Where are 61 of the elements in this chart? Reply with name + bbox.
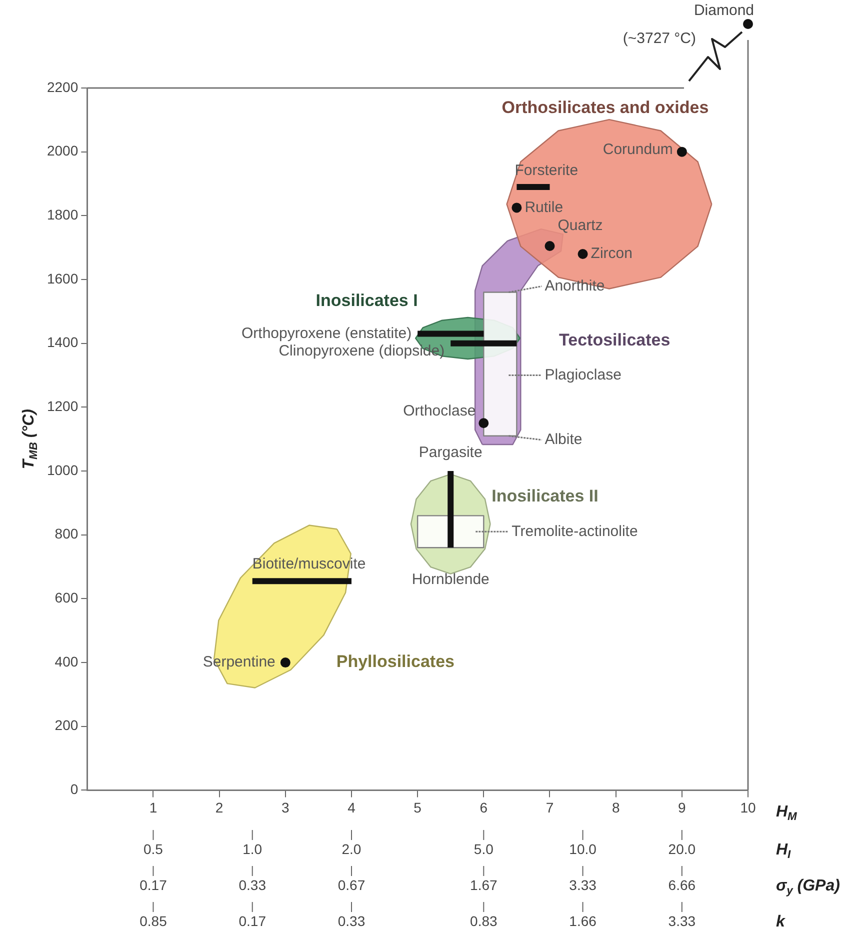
series-label: Inosilicates I — [316, 290, 418, 310]
y-tick-label: 1400 — [46, 334, 78, 350]
text: (~3727 °C) — [622, 30, 696, 48]
y-tick-label: 1000 — [46, 462, 78, 478]
x-tick-label: 9 — [678, 799, 686, 816]
series-label: Inosilicates II — [492, 486, 598, 506]
text: 0.67 — [338, 876, 366, 893]
y-tick-label: 600 — [54, 590, 78, 606]
text: 6.66 — [668, 876, 696, 893]
annotation: Rutile — [524, 198, 564, 216]
text: 10.0 — [569, 840, 597, 857]
text: 2.0 — [342, 840, 362, 857]
annotation: Quartz — [558, 217, 603, 234]
y-axis-title: TMB (°C) — [20, 408, 40, 470]
annotation: Plagioclase — [544, 366, 622, 384]
x-tick-label: 10 — [740, 799, 756, 816]
text: 0.17 — [238, 912, 266, 929]
x-tick-label: 6 — [480, 799, 488, 816]
y-tick-label: 1800 — [46, 206, 78, 223]
y-tick-label: 0 — [70, 781, 78, 798]
annotation: Corundum — [602, 140, 673, 158]
y-tick-label: 2200 — [46, 78, 78, 95]
text: 0.17 — [140, 876, 168, 893]
series-label: Phyllosilicates — [336, 652, 454, 672]
y-tick-label: 800 — [54, 526, 78, 542]
annotation: Forsterite — [514, 162, 578, 180]
text: 1.67 — [470, 876, 498, 893]
text: Tectosilicates — [559, 330, 670, 350]
y-tick-label: 200 — [54, 717, 78, 734]
x-tick-label: 8 — [612, 799, 620, 816]
x-tick-label: 3 — [282, 799, 290, 816]
text: 0.5 — [144, 840, 164, 857]
annotation: Orthopyroxene (enstatite) — [241, 324, 412, 342]
x-tick-label: 2 — [215, 799, 224, 816]
text: k — [776, 913, 786, 930]
annotation: Anorthite — [544, 277, 605, 294]
x-tick-label: 4 — [348, 799, 356, 816]
annotation: Tremolite-actinolite — [512, 522, 638, 540]
text: 3.33 — [569, 876, 597, 893]
text: 0.33 — [338, 912, 366, 929]
y-tick-label: 400 — [54, 653, 78, 670]
x-tick-label: 7 — [546, 799, 554, 816]
series-label: Orthosilicates and oxides — [502, 98, 709, 117]
text: 20.0 — [668, 840, 696, 857]
text: 5.0 — [474, 840, 494, 857]
text: 0.85 — [140, 912, 168, 929]
x-tick-label: 5 — [414, 799, 422, 816]
annotation: Albite — [544, 431, 582, 448]
text: 3.33 — [668, 912, 696, 929]
y-tick-label: 1600 — [46, 270, 78, 286]
annotation: Hornblende — [412, 570, 490, 588]
y-tick-label: 2000 — [46, 142, 78, 159]
annotation: Zircon — [590, 245, 632, 262]
text: 1.0 — [242, 840, 262, 857]
text: Diamond — [694, 2, 754, 20]
text: 0.83 — [470, 912, 498, 929]
x-tick-label: 1 — [149, 799, 158, 816]
text: 0.33 — [238, 876, 266, 893]
y-tick-label: 1200 — [46, 398, 78, 414]
annotation: Pargasite — [418, 444, 482, 462]
text: 1.66 — [569, 912, 597, 929]
